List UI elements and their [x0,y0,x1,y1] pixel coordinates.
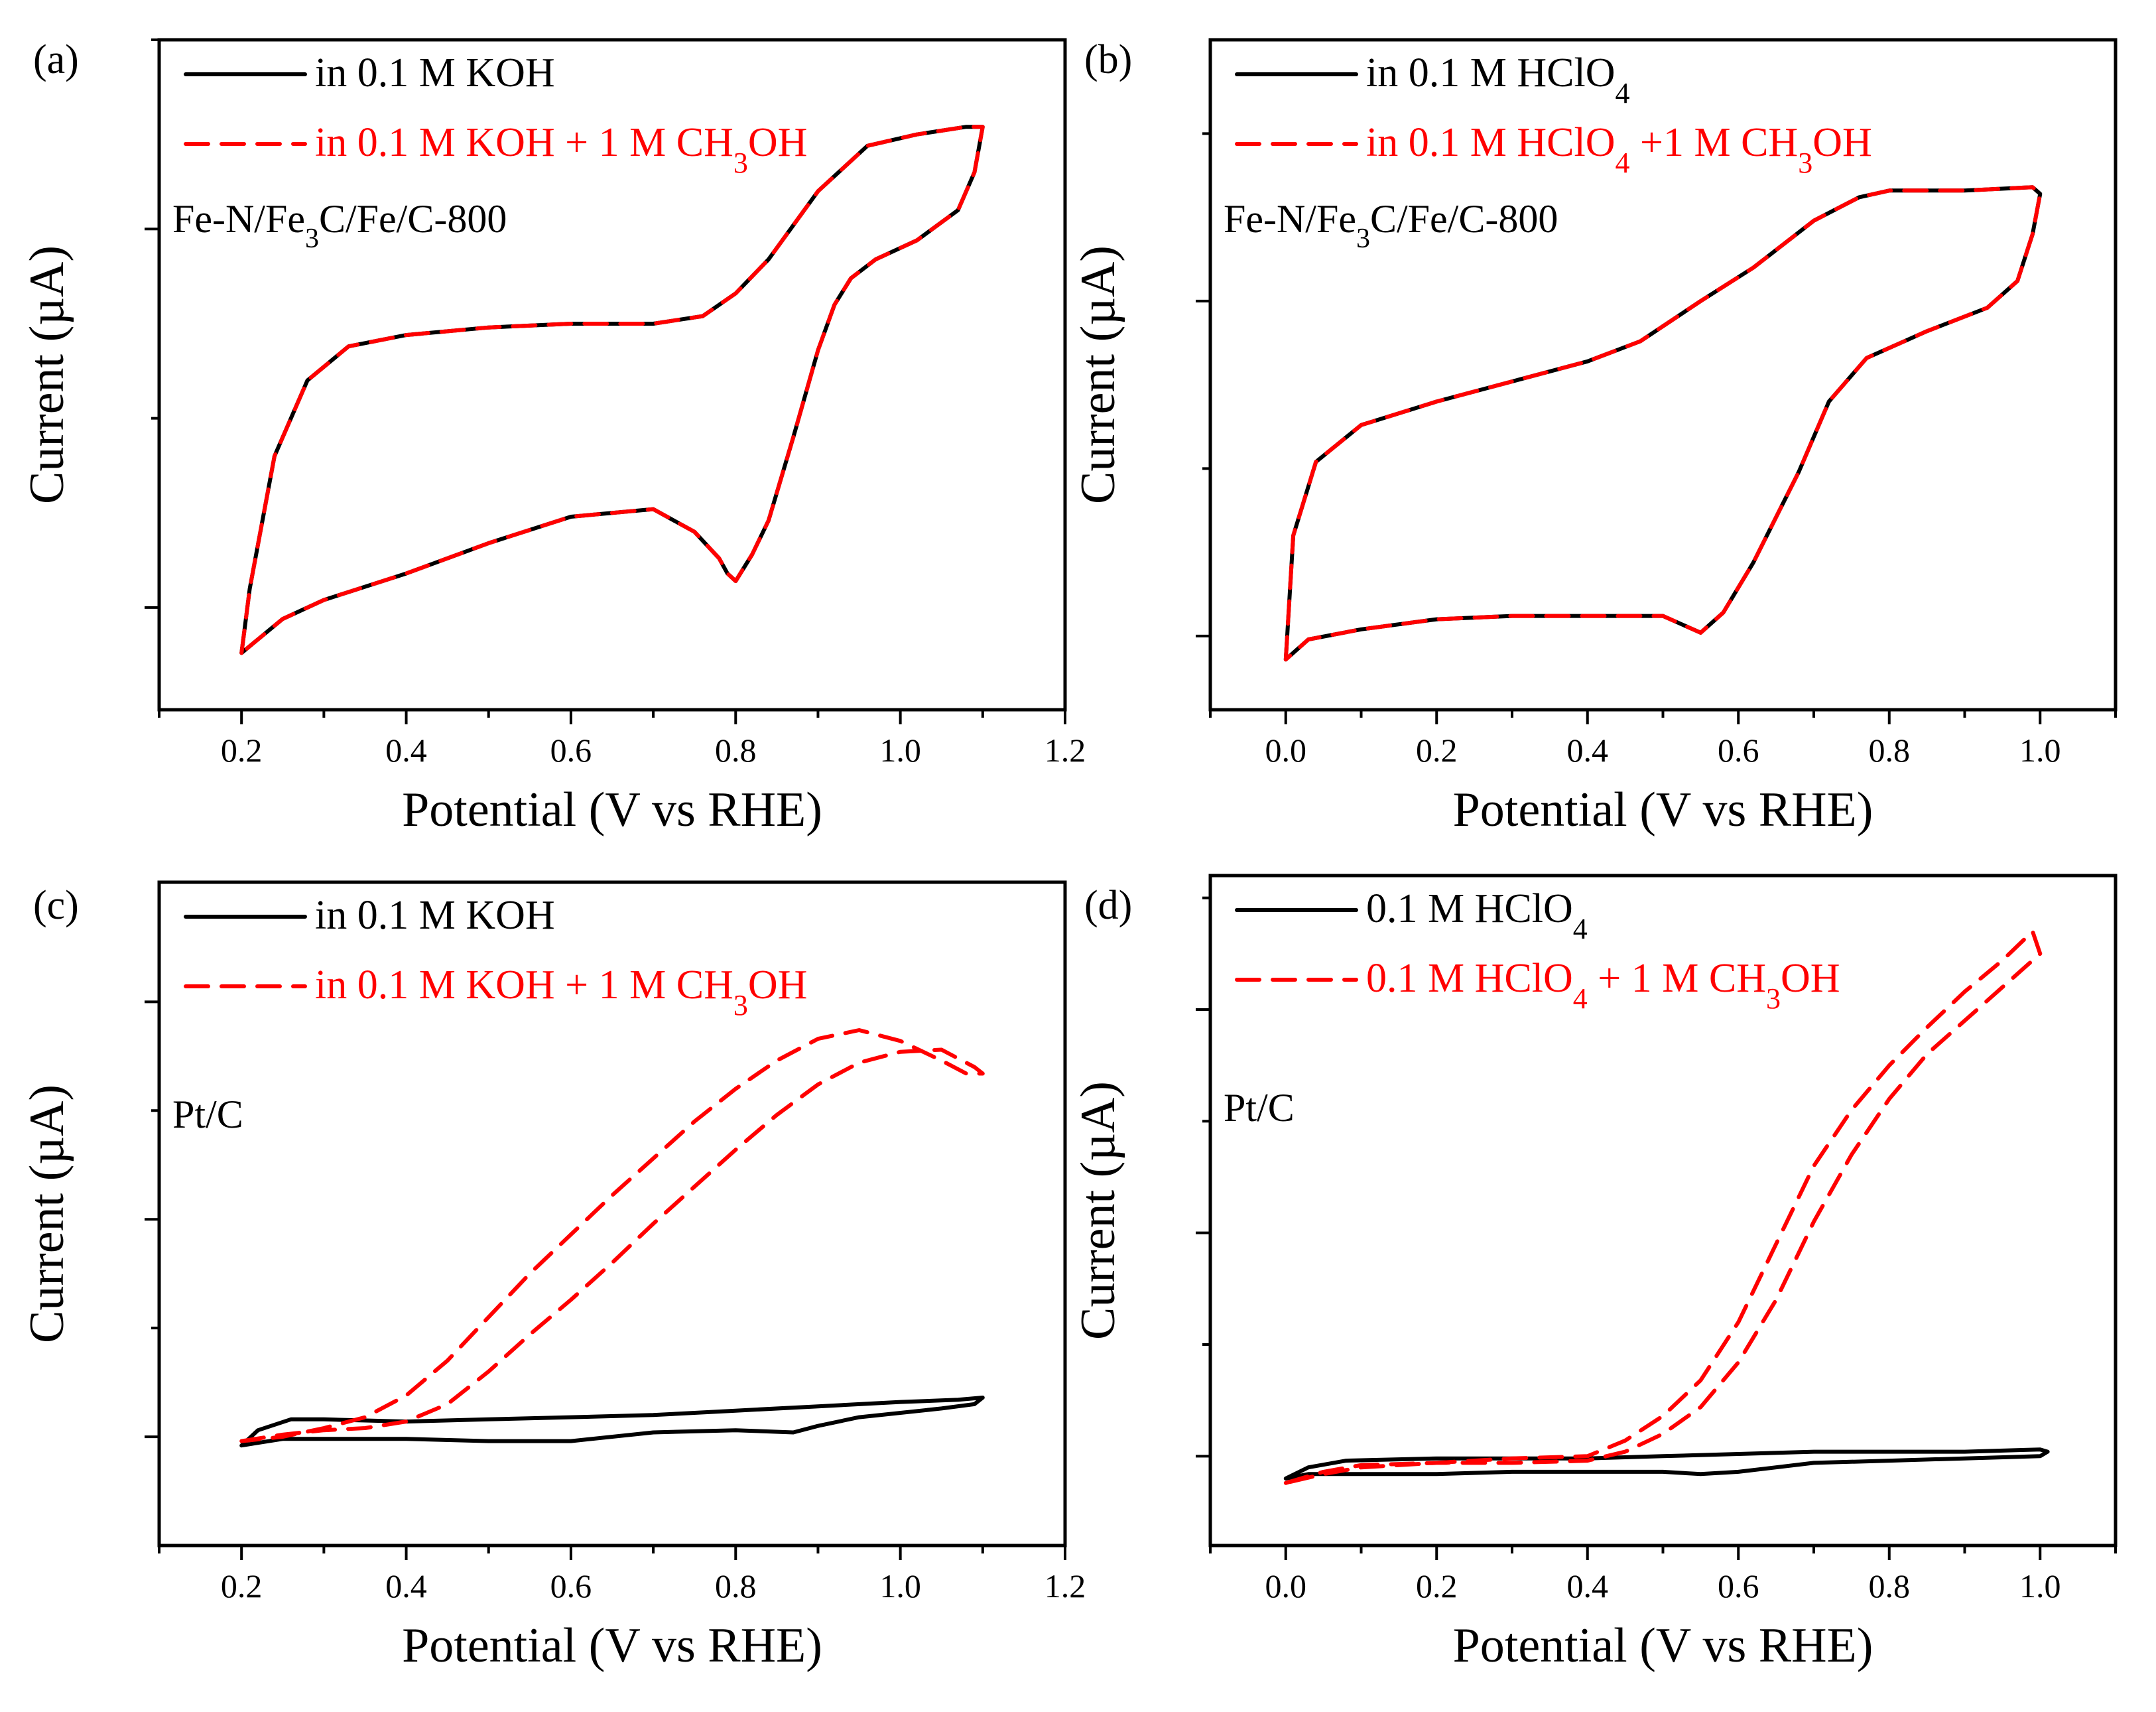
panel-c-x-tick-label: 1.2 [1045,1567,1086,1605]
panel-a-legend-entry-1: in 0.1 M KOH [315,50,555,96]
panel-b-x-tick-label: 0.2 [1416,732,1458,769]
panel-a: (a) 0.2 0.4 0.6 0.8 1.0 1.2 Potential (V vs RHE… [20,37,1086,837]
panel-a-x-tick-label: 0.4 [385,732,427,769]
panel-c-axes-frame [157,880,1067,1547]
panel-c-x-tick-label: 0.4 [385,1567,427,1605]
panel-c: (c) 0.2 0.4 0.6 0.8 1.0 1.2 Potential (V vs RHE… [20,880,1086,1673]
panel-d: (d) 0.0 0.2 0.4 0.6 0.8 1.0 Potential (V vs RHE… [1071,874,2118,1673]
panel-d-series-2-curve [1283,929,2043,1485]
panel-b-label: (b) [1084,37,1132,82]
panel-b-sample-label: Fe-N/Fe3C/Fe/C-800 [1224,197,1558,254]
panel-d-label: (d) [1084,883,1132,928]
panel-b-x-tick-label: 0.8 [1869,732,1911,769]
panel-b-y-axis-title: Current (µA) [1071,245,1125,504]
panel-c-series-2-curve [239,1028,985,1443]
panel-b-x-tick-label: 1.0 [2019,732,2061,769]
panel-b: (b) 0.0 0.2 0.4 0.6 0.8 1.0 Potential (V vs RHE… [1071,37,2118,837]
panel-c-x-tick-label: 1.0 [879,1567,921,1605]
panel-a-axes-frame [157,38,1067,712]
panel-a-x-tick-label: 1.2 [1045,732,1086,769]
panel-b-series-2-curve [1283,185,2043,662]
panel-d-x-tick-label: 1.0 [2019,1567,2061,1605]
panel-c-legend-entry-2: in 0.1 M KOH + 1 M CH3OH [315,962,807,1021]
panel-a-x-tick-label: 0.2 [221,732,263,769]
panel-a-x-tick-label: 1.0 [879,732,921,769]
panel-a-series-2-curve [239,125,985,655]
panel-b-x-tick-label: 0.4 [1567,732,1609,769]
panel-c-series-1-curve [239,1396,985,1448]
panel-d-x-tick-label: 0.2 [1416,1567,1458,1605]
panel-c-x-axis-title: Potential (V vs RHE) [402,1618,822,1673]
panel-d-x-tick-label: 0.0 [1265,1567,1307,1605]
panel-a-y-axis-title: Current (µA) [20,245,74,504]
panel-a-x-tick-label: 0.8 [715,732,757,769]
panel-c-legend-entry-1: in 0.1 M KOH [315,893,555,938]
panel-d-x-tick-label: 0.6 [1718,1567,1759,1605]
panel-d-sample-label: Pt/C [1224,1086,1295,1130]
panel-a-x-axis-title: Potential (V vs RHE) [402,783,822,837]
panel-d-x-tick-label: 0.4 [1567,1567,1609,1605]
panel-a-legend-entry-2: in 0.1 M KOH + 1 M CH3OH [315,120,807,179]
panel-b-series-1-curve [1283,185,2043,662]
panel-b-x-tick-label: 0.6 [1718,732,1759,769]
panel-c-x-tick-label: 0.6 [550,1567,592,1605]
panel-d-x-tick-label: 0.8 [1869,1567,1911,1605]
panel-b-legend-entry-2: in 0.1 M HClO4 +1 M CH3OH [1366,120,1872,179]
panel-b-x-axis-title: Potential (V vs RHE) [1453,783,1873,837]
panel-c-x-tick-label: 0.8 [715,1567,757,1605]
panel-b-x-tick-label: 0.0 [1265,732,1307,769]
panel-d-legend-entry-1: 0.1 M HClO4 [1366,886,1588,945]
panel-d-x-axis-title: Potential (V vs RHE) [1453,1618,1873,1673]
panel-c-label: (c) [33,883,79,928]
panel-b-legend-entry-1: in 0.1 M HClO4 [1366,50,1629,109]
panel-c-x-tick-label: 0.2 [221,1567,263,1605]
panel-c-sample-label: Pt/C [172,1092,243,1136]
panel-d-y-axis-title: Current (µA) [1071,1081,1125,1340]
panel-a-sample-label: Fe-N/Fe3C/Fe/C-800 [172,197,507,254]
panel-a-x-tick-label: 0.6 [550,732,592,769]
panel-d-legend-entry-2: 0.1 M HClO4 + 1 M CH3OH [1366,956,1840,1015]
panel-a-label: (a) [33,37,79,82]
panel-c-y-axis-title: Current (µA) [20,1085,74,1343]
